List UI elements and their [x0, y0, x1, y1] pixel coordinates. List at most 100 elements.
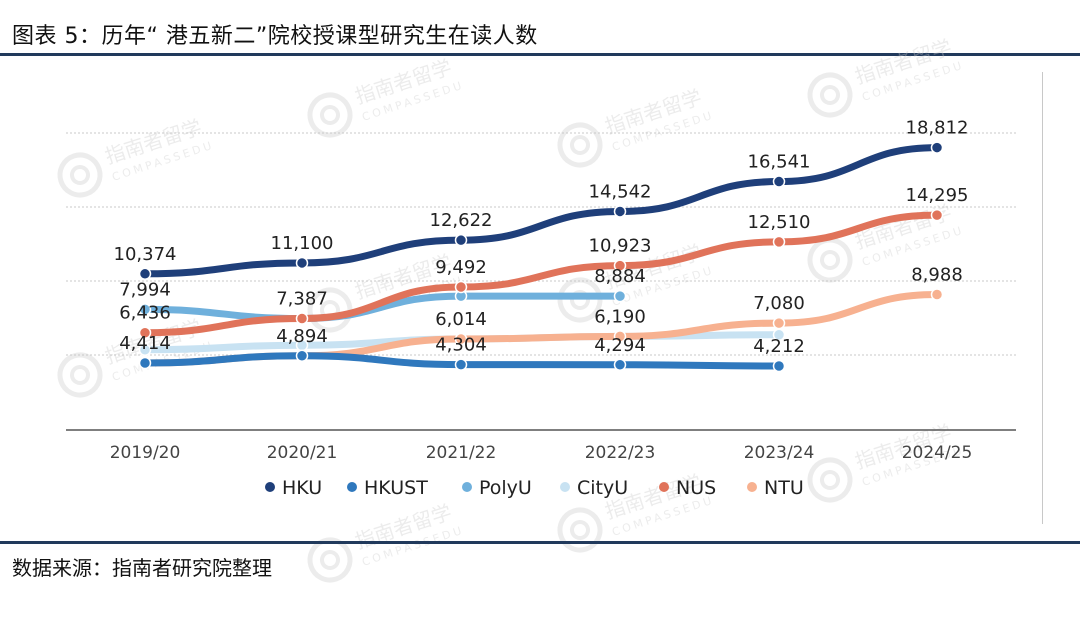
- x-tick-label: 2022/23: [585, 443, 656, 463]
- watermark-logo-icon: [820, 250, 840, 270]
- data-point: [772, 175, 786, 188]
- watermark-logo-icon: [320, 550, 340, 570]
- series-line-polyu: [141, 292, 624, 322]
- legend-label: HKU: [282, 477, 322, 499]
- data-label: 11,100: [271, 233, 334, 254]
- legend-marker: [265, 482, 275, 492]
- data-label: 4,304: [435, 335, 487, 356]
- legend-label: HKUST: [364, 477, 428, 499]
- data-label: 7,080: [753, 293, 805, 314]
- legend-label: PolyU: [479, 477, 532, 499]
- source-note: 数据来源：指南者研究院整理: [12, 556, 272, 580]
- data-point: [454, 358, 468, 371]
- data-point: [930, 288, 944, 301]
- x-tick-label: 2021/22: [426, 443, 497, 463]
- data-label: 12,510: [748, 212, 811, 233]
- data-label: 14,542: [589, 181, 652, 202]
- x-tick-label: 2023/24: [744, 443, 815, 463]
- legend-marker: [347, 482, 357, 492]
- legend-label: CityU: [577, 477, 628, 499]
- watermark-logo-icon: [307, 92, 353, 138]
- data-point: [454, 280, 468, 294]
- data-point: [138, 303, 152, 316]
- watermark-logo-icon: [820, 470, 840, 490]
- data-label: 7,387: [276, 288, 328, 309]
- data-point: [138, 326, 152, 339]
- legend-label: NUS: [676, 477, 716, 499]
- watermark-logo-icon: [557, 122, 603, 168]
- data-label: 4,212: [753, 336, 805, 357]
- data-point: [772, 359, 786, 373]
- watermark-logo-icon: [57, 152, 103, 198]
- watermark-logo-icon: [557, 507, 603, 553]
- data-labels: 10,374 11,100 12,622 14,542 16,541 18,812 4,41…: [114, 118, 969, 357]
- data-label: 10,374: [114, 244, 177, 265]
- watermark-logo-icon: [70, 165, 90, 185]
- data-point: [295, 349, 309, 363]
- watermark-logo-icon: [57, 352, 103, 398]
- legend-marker: [747, 482, 757, 492]
- data-point: [613, 205, 627, 218]
- watermark-logo-icon: [70, 365, 90, 385]
- data-label: 10,923: [589, 236, 652, 257]
- x-tick-label: 2020/21: [267, 443, 338, 463]
- bottom-rule: [0, 541, 1080, 544]
- top-rule: [0, 53, 1080, 56]
- data-point: [613, 259, 627, 272]
- data-point: [772, 316, 786, 330]
- series-line-ntu: [141, 291, 941, 367]
- x-tick-label: 2024/25: [902, 443, 973, 463]
- series-line-nus: [141, 211, 941, 337]
- watermark-logo-icon: [320, 105, 340, 125]
- watermark-logo-icon: [307, 537, 353, 583]
- data-label: 7,994: [119, 279, 171, 300]
- watermark-logo-icon: [807, 72, 853, 118]
- data-label: 6,190: [594, 306, 646, 327]
- data-label: 16,541: [748, 152, 811, 173]
- watermark-logo-icon: [820, 85, 840, 105]
- data-label: 9,492: [435, 257, 487, 278]
- series-layer: [138, 141, 944, 373]
- chart-title: 图表 5：历年“ 港五新二”院校授课型研究生在读人数: [12, 24, 538, 49]
- legend-marker: [462, 482, 472, 492]
- data-label: 4,894: [276, 326, 328, 347]
- data-point: [613, 358, 627, 372]
- data-point: [454, 332, 468, 346]
- data-label: 8,988: [911, 265, 963, 286]
- data-label: 8,884: [594, 266, 646, 287]
- x-axis: 2019/20 2020/21 2021/22 2022/23 2023/24 2024/…: [110, 443, 973, 463]
- data-point: [613, 330, 627, 343]
- x-tick-label: 2019/20: [110, 443, 181, 463]
- data-point: [930, 208, 944, 222]
- watermark-logo-icon: [807, 457, 853, 503]
- data-point: [930, 141, 944, 154]
- data-label: 4,294: [594, 335, 646, 356]
- legend-marker: [659, 482, 669, 492]
- data-label: 6,014: [435, 309, 487, 330]
- legend-label: NTU: [764, 477, 804, 499]
- data-point: [772, 235, 786, 249]
- data-point: [138, 343, 152, 356]
- data-point: [295, 312, 309, 325]
- data-point: [613, 289, 627, 303]
- legend: HKU HKUST PolyU CityU NUS NTU: [265, 477, 804, 499]
- data-point: [454, 233, 468, 247]
- legend-marker: [560, 482, 570, 492]
- data-point: [138, 267, 152, 281]
- data-label: 14,295: [906, 185, 969, 206]
- watermark-logo-icon: [570, 520, 590, 540]
- data-point: [138, 356, 152, 370]
- data-point: [295, 256, 309, 270]
- data-label: 12,622: [430, 210, 493, 231]
- series-line-hku: [141, 144, 941, 278]
- data-label: 18,812: [906, 118, 969, 139]
- data-label: 4,414: [119, 333, 171, 354]
- grid-lines: [66, 132, 1016, 431]
- right-divider: [1042, 72, 1043, 524]
